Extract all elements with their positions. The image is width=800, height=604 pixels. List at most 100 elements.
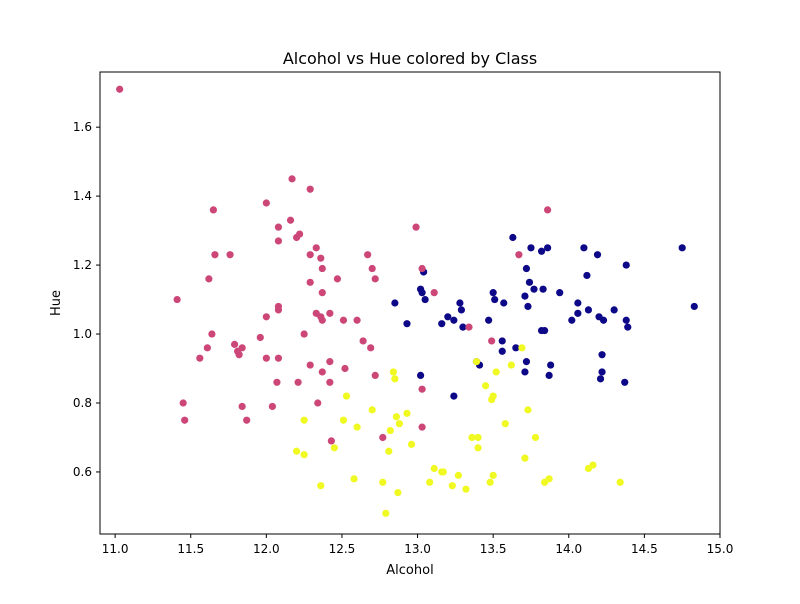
scatter-point — [371, 371, 379, 380]
scatter-point — [268, 402, 276, 411]
scatter-point — [274, 223, 283, 231]
x-tick-label: 14.5 — [631, 542, 658, 556]
x-tick-label: 15.0 — [707, 542, 734, 556]
scatter-point — [386, 426, 394, 435]
scatter-point — [444, 313, 452, 321]
x-tick-label: 11.5 — [177, 542, 204, 556]
y-tick-label: 1.4 — [73, 189, 92, 203]
scatter-point — [416, 371, 425, 380]
y-tick-label: 0.8 — [73, 396, 92, 410]
scatter-point — [403, 320, 411, 328]
scatter-point — [521, 368, 529, 376]
scatter-point — [179, 399, 187, 407]
scatter-point — [537, 247, 546, 255]
scatter-point — [547, 361, 555, 369]
scatter-point — [391, 299, 399, 307]
scatter-point — [448, 482, 456, 490]
scatter-point — [574, 309, 582, 317]
scatter-point — [488, 337, 496, 345]
scatter-point — [292, 447, 301, 455]
scatter-point — [622, 316, 630, 324]
scatter-point — [339, 416, 348, 424]
scatter-point — [521, 454, 529, 462]
scatter-point — [211, 251, 219, 259]
scatter-point — [524, 406, 532, 414]
scatter-point — [230, 340, 239, 348]
scatter-point — [525, 278, 534, 286]
scatter-point — [599, 316, 608, 324]
scatter-point — [262, 313, 270, 321]
x-tick-label: 11.0 — [102, 542, 129, 556]
scatter-point — [235, 351, 243, 359]
scatter-point — [262, 199, 270, 207]
scatter-point — [116, 85, 124, 93]
scatter-point — [318, 264, 326, 273]
scatter-point — [531, 433, 540, 442]
scatter-point — [208, 330, 216, 338]
scatter-point — [353, 316, 361, 324]
scatter-point — [598, 368, 606, 376]
scatter-point — [545, 475, 553, 483]
scatter-point — [574, 299, 582, 307]
scatter-point — [294, 378, 302, 386]
scatter-point — [364, 251, 372, 259]
y-axis: 0.6 0.8 1.0 1.2 1.4 1.6 — [73, 120, 100, 479]
scatter-point — [300, 330, 308, 338]
scatter-point — [522, 264, 531, 273]
scatter-point — [326, 309, 334, 317]
scatter-point — [353, 423, 361, 431]
scatter-point — [474, 444, 482, 452]
scatter-point — [274, 354, 283, 362]
scatter-point — [379, 433, 387, 442]
scatter-point — [584, 306, 593, 314]
scatter-point — [368, 406, 376, 414]
scatter-point — [439, 468, 447, 476]
scatter-point — [596, 375, 605, 383]
scatter-point — [306, 278, 314, 286]
scatter-point — [521, 292, 529, 300]
scatter-point — [482, 382, 490, 390]
scatter-point — [524, 302, 532, 311]
scatter-point — [274, 237, 283, 245]
scatter-point — [341, 364, 349, 373]
scatter-point — [368, 264, 376, 273]
scatter-point — [498, 337, 506, 345]
scatter-point — [306, 251, 314, 259]
scatter-point — [544, 244, 552, 252]
x-axis-label: Alcohol — [386, 563, 433, 578]
scatter-point — [509, 233, 517, 242]
scatter-point — [589, 461, 597, 469]
scatter-point — [438, 320, 446, 328]
scatter-point — [312, 244, 320, 252]
scatter-point — [359, 337, 367, 345]
scatter-point — [273, 378, 281, 386]
scatter-point — [371, 275, 379, 283]
chart-title: Alcohol vs Hue colored by Class — [283, 49, 537, 68]
scatter-point — [389, 368, 397, 376]
scatter-point — [465, 323, 473, 331]
y-tick-label: 1.2 — [73, 258, 92, 272]
scatter-point — [457, 306, 466, 314]
scatter-point — [426, 478, 434, 486]
scatter-point — [367, 344, 375, 352]
scatter-point — [678, 244, 686, 252]
scatter-point — [407, 440, 416, 448]
scatter-point — [262, 354, 270, 362]
scatter-point — [539, 285, 547, 293]
scatter-point — [326, 378, 334, 386]
scatter-point — [462, 485, 470, 493]
scatter-point — [624, 323, 632, 331]
scatter-point — [518, 344, 526, 352]
scatter-point — [690, 302, 698, 311]
scatter-point — [418, 385, 426, 393]
scatter-point — [205, 275, 213, 283]
scatter-point — [486, 478, 494, 486]
scatter-point — [418, 423, 426, 431]
scatter-point — [243, 416, 251, 424]
scatter-series — [292, 344, 624, 517]
scatter-point — [286, 216, 295, 224]
scatter-point — [540, 326, 549, 335]
scatter-point — [515, 251, 523, 259]
